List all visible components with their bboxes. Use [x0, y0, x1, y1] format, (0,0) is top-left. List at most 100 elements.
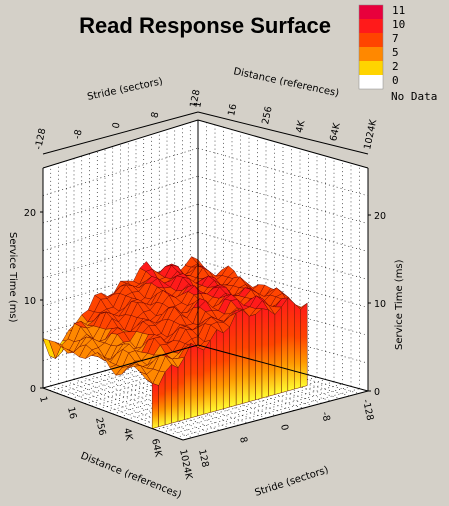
- grid-line: [197, 147, 369, 197]
- z-tick-left: 0: [30, 384, 36, 395]
- floor-grid-line: [66, 381, 211, 433]
- grid-line: [197, 204, 369, 252]
- surface-curtain-strip: [171, 364, 179, 424]
- axes-frame: [42, 111, 369, 441]
- surface-curtain-strip: [190, 342, 198, 419]
- surface-curtain-strip: [177, 356, 185, 422]
- surface-curtain-strip: [203, 339, 211, 415]
- distance-tick-bottom: 1024K: [177, 448, 194, 481]
- service-time-label-left: Service Time (ms): [7, 232, 18, 323]
- surface-curtain-strip: [197, 346, 205, 417]
- surface-plot: [42, 256, 308, 429]
- surface-curtain-strip: [242, 309, 250, 404]
- legend-swatch-nodata: [359, 75, 383, 89]
- grid-line: [197, 260, 369, 308]
- z-tick-left: 10: [24, 296, 36, 307]
- legend-level-label: 11: [392, 4, 405, 17]
- legend-swatch: [359, 47, 383, 61]
- stride-tick-bottom: 8: [237, 436, 249, 444]
- grid-line: [197, 232, 369, 280]
- stride-tick-bottom: 0: [278, 423, 290, 431]
- distance-tick-bottom: 4K: [121, 427, 134, 442]
- surface-curtain-strip: [216, 329, 224, 411]
- floor-grid-line: [73, 379, 221, 431]
- surface-curtain-strip: [222, 326, 230, 410]
- floor-grid-line: [84, 358, 250, 404]
- distance-tick-top: 1: [192, 100, 204, 108]
- legend-border: [358, 4, 384, 90]
- axis-floor-back-left: [42, 344, 199, 389]
- z-tick-right: 20: [374, 211, 386, 222]
- grid-line: [197, 175, 369, 225]
- legend-level-label: 5: [392, 46, 399, 59]
- legend-swatch: [359, 19, 383, 33]
- surface-curtain-strip: [184, 343, 192, 420]
- stride-tick-top: 128: [188, 89, 203, 109]
- floor-grid-line: [91, 360, 258, 407]
- distance-tick-bottom: 256: [93, 417, 108, 437]
- distance-tick-top: 4K: [294, 119, 307, 134]
- stride-tick-bottom: 128: [196, 448, 211, 468]
- surface-curtain-strip: [268, 309, 276, 397]
- distance-tick-bottom: 1: [37, 395, 49, 403]
- axis-floor-front-left: [42, 387, 184, 441]
- legend-level-label: 0: [392, 74, 399, 87]
- distance-tick-top: 1024K: [362, 118, 379, 151]
- surface-curtain-strip: [261, 308, 269, 399]
- surface-curtain-strip: [274, 306, 282, 395]
- z-tick-right: 10: [374, 299, 386, 310]
- floor-grid-line: [128, 364, 285, 414]
- distance-axis-label-top: Distance (references): [232, 66, 340, 99]
- surface-curtain-strip: [287, 297, 295, 392]
- grid-line: [42, 204, 199, 251]
- legend-swatch: [359, 5, 383, 19]
- distance-tick-bottom: 64K: [149, 438, 164, 459]
- floor-grid-line: [168, 386, 352, 436]
- distance-tick-bottom: 16: [65, 406, 78, 420]
- z-tick-right: 0: [374, 387, 380, 398]
- surface-curtain-strip: [210, 328, 218, 413]
- stride-tick-bottom: -8: [319, 411, 332, 423]
- legend-level-label: 2: [392, 60, 399, 73]
- chart-title: Read Response Surface: [79, 13, 331, 38]
- floor-grid-line: [97, 372, 248, 424]
- stride-axis-label-bottom: Stride (sectors): [254, 465, 331, 499]
- surface-curtain-strip: [248, 314, 256, 403]
- surface-curtain-strip: [300, 302, 308, 388]
- z-tick-left: 20: [24, 208, 36, 219]
- stride-tick-top: 8: [149, 111, 161, 119]
- stride-tick-bottom: -128: [360, 398, 375, 421]
- surface-curtain-strip: [294, 302, 301, 390]
- service-time-label-right: Service Time (ms): [394, 259, 405, 350]
- stride-axis-label-top: Stride (sectors): [86, 76, 164, 103]
- surface-curtain-strip: [164, 363, 172, 426]
- axis-top-left: [42, 119, 199, 169]
- surface-curtain-strip: [255, 308, 263, 401]
- grid-line: [42, 232, 199, 279]
- distance-tick-top: 64K: [328, 121, 343, 142]
- surface-curtain-strip: [235, 309, 243, 406]
- legend-nodata-label: No Data: [391, 90, 437, 103]
- floor-grid-line: [154, 381, 335, 430]
- stride-tick-top: 0: [111, 121, 123, 129]
- surface-curtain-strip: [281, 297, 289, 394]
- legend-swatch: [359, 33, 383, 47]
- top-distance-axis: [197, 111, 369, 155]
- axis-top-right: [197, 119, 369, 169]
- legend-swatch: [359, 61, 383, 75]
- distance-tick-top: 16: [226, 103, 239, 117]
- stride-tick-top: -8: [72, 129, 85, 141]
- legend-level-label: 10: [392, 18, 405, 31]
- axis-floor-front-right: [182, 390, 369, 441]
- legend-level-label: 7: [392, 32, 399, 45]
- surface-curtain-strip: [229, 312, 237, 408]
- distance-tick-top: 256: [260, 105, 275, 125]
- stride-tick-top: -128: [33, 127, 48, 150]
- axis-floor-back-right: [197, 344, 369, 392]
- surface-curtain-strip: [151, 382, 159, 429]
- distance-axis-label-bottom: Distance (references): [79, 451, 183, 502]
- top-stride-axis: [42, 111, 199, 155]
